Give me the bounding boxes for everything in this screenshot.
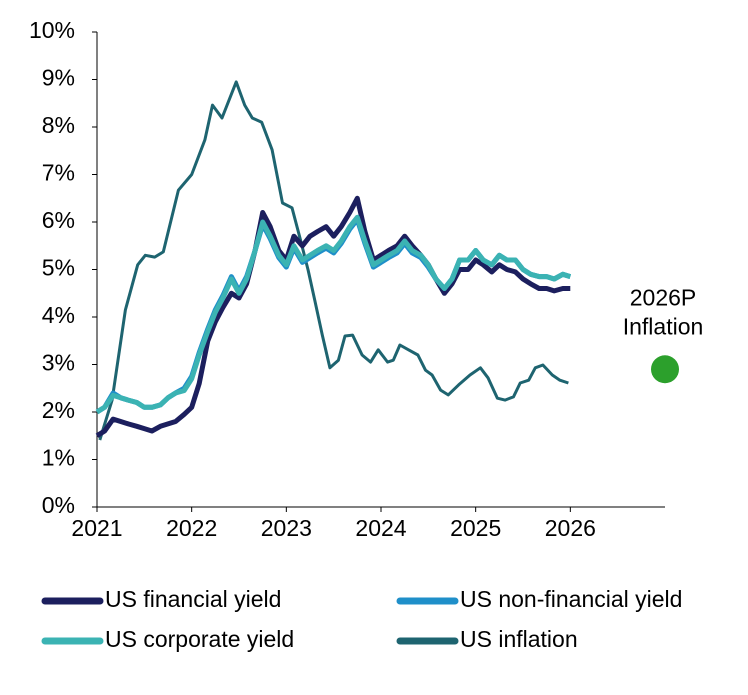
legend-label: US corporate yield	[105, 626, 294, 652]
x-tick-label: 2021	[71, 515, 122, 541]
annotation-text: 2026P	[630, 284, 697, 310]
y-tick-label: 10%	[29, 17, 75, 43]
x-tick-label: 2025	[450, 515, 501, 541]
x-tick-label: 2024	[355, 515, 406, 541]
x-tick-label: 2023	[261, 515, 312, 541]
series-line	[95, 214, 572, 415]
legend-label: US non-financial yield	[460, 586, 682, 612]
x-tick-label: 2022	[166, 515, 217, 541]
annotation-text: Inflation	[623, 313, 704, 339]
series-line	[98, 80, 569, 441]
annotation-point	[651, 355, 679, 384]
y-tick-label: 4%	[42, 302, 75, 328]
y-tick-label: 2%	[42, 397, 75, 423]
y-tick-label: 1%	[42, 445, 75, 471]
series-line	[95, 195, 571, 438]
y-tick-label: 6%	[42, 207, 75, 233]
y-tick-label: 9%	[42, 65, 75, 91]
legend-label: US inflation	[460, 626, 578, 652]
y-tick-label: 0%	[42, 492, 75, 518]
y-tick-label: 8%	[42, 112, 75, 138]
y-tick-label: 7%	[42, 160, 75, 186]
x-tick-label: 2026	[545, 515, 596, 541]
legend-label: US financial yield	[105, 586, 281, 612]
y-tick-label: 3%	[42, 350, 75, 376]
y-tick-label: 5%	[42, 255, 75, 281]
